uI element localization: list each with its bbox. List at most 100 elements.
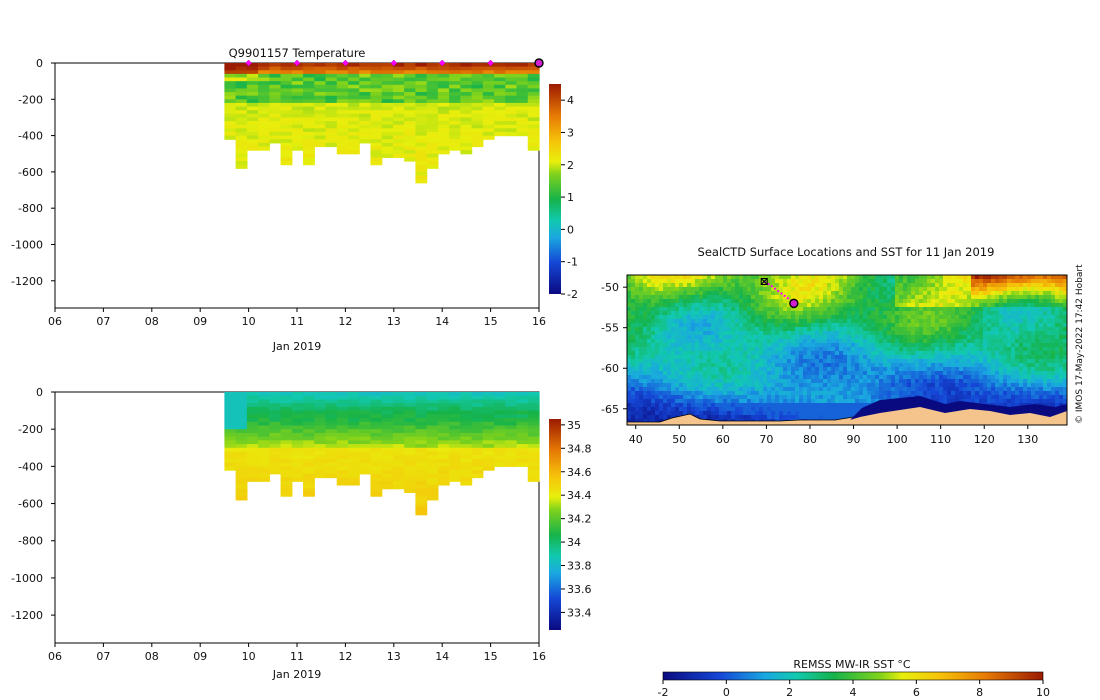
section-cell bbox=[460, 418, 473, 423]
sst-cell bbox=[807, 295, 812, 300]
sst-cell bbox=[1003, 359, 1008, 364]
sst-cell bbox=[1031, 327, 1036, 332]
section-cell bbox=[505, 392, 518, 397]
sst-cell bbox=[811, 279, 816, 284]
sst-cell bbox=[1055, 383, 1060, 388]
section-cell bbox=[258, 440, 270, 445]
sst-cell bbox=[771, 391, 776, 396]
sst-cell bbox=[755, 367, 760, 372]
sst-cell bbox=[739, 283, 744, 288]
section-cell bbox=[224, 124, 237, 129]
sst-cell bbox=[707, 359, 712, 364]
section-cell bbox=[314, 403, 327, 408]
section-cell bbox=[314, 142, 327, 148]
sst-cell bbox=[1003, 291, 1008, 296]
section-cell bbox=[527, 418, 540, 423]
section-cell bbox=[460, 142, 473, 148]
sst-cell bbox=[1047, 319, 1052, 324]
sst-cell bbox=[751, 315, 756, 320]
sst-cell bbox=[891, 315, 896, 320]
sst-cell bbox=[723, 371, 728, 376]
sst-cell bbox=[875, 395, 880, 400]
sst-cell bbox=[727, 291, 732, 296]
section-cell bbox=[347, 473, 360, 479]
sst-cell bbox=[1043, 275, 1048, 280]
section-cell bbox=[482, 421, 495, 427]
sst-cell bbox=[711, 391, 716, 396]
section-cell bbox=[370, 492, 383, 497]
section-cell bbox=[224, 414, 237, 419]
sst-cell bbox=[867, 371, 872, 376]
sst-cell bbox=[903, 327, 908, 332]
section-cell bbox=[359, 414, 372, 419]
section-cell bbox=[235, 418, 248, 423]
sst-cell bbox=[951, 355, 956, 360]
sst-cell bbox=[759, 391, 764, 396]
section-cell bbox=[359, 139, 372, 144]
sst-cell bbox=[939, 275, 944, 280]
sst-cell bbox=[999, 383, 1004, 388]
sst-cell bbox=[731, 279, 736, 284]
sst-cell bbox=[655, 287, 660, 292]
sst-cell bbox=[655, 335, 660, 340]
section-cell bbox=[471, 135, 484, 140]
sst-cell bbox=[771, 371, 776, 376]
sst-cell bbox=[931, 367, 936, 372]
section-cell bbox=[359, 399, 372, 404]
section-cell bbox=[494, 73, 506, 79]
sst-cell bbox=[679, 279, 684, 284]
sst-cell bbox=[839, 287, 844, 292]
sst-cell bbox=[947, 319, 952, 324]
sst-cell bbox=[835, 395, 840, 400]
sst-cell bbox=[971, 371, 976, 376]
sst-cell bbox=[675, 383, 680, 388]
sst-cell bbox=[1055, 275, 1060, 280]
section-cell bbox=[437, 99, 450, 104]
section-cell bbox=[246, 458, 259, 464]
sst-cell bbox=[1051, 275, 1056, 280]
section-cell bbox=[336, 110, 349, 115]
section-cell bbox=[280, 447, 293, 453]
sst-cell bbox=[783, 323, 788, 328]
section-cell bbox=[336, 403, 349, 408]
sst-cell bbox=[667, 399, 672, 404]
sst-cell bbox=[691, 307, 696, 312]
section-cell bbox=[370, 117, 383, 122]
sst-cell bbox=[939, 351, 944, 356]
section-cell bbox=[246, 92, 259, 97]
sst-cell bbox=[967, 375, 972, 380]
sst-cell bbox=[675, 327, 680, 332]
sst-cell bbox=[827, 399, 832, 404]
section-cell bbox=[280, 135, 293, 140]
sst-cell bbox=[915, 339, 920, 344]
sst-cell bbox=[1003, 395, 1008, 400]
sst-cell bbox=[735, 323, 740, 328]
section-cell bbox=[269, 425, 282, 430]
sst-cell bbox=[883, 307, 888, 312]
sst-cell bbox=[727, 295, 732, 300]
sst-cell bbox=[883, 339, 888, 344]
sst-cell bbox=[675, 335, 680, 340]
sst-cell bbox=[1007, 299, 1012, 304]
sst-cell bbox=[631, 343, 636, 348]
section-cell bbox=[336, 92, 349, 97]
sst-cell bbox=[683, 383, 688, 388]
sst-cell bbox=[695, 375, 700, 380]
section-cell bbox=[381, 484, 394, 490]
sst-cell bbox=[675, 331, 680, 336]
sst-cell bbox=[815, 327, 820, 332]
section-cell bbox=[347, 432, 360, 438]
sst-cell bbox=[775, 363, 780, 368]
section-cell bbox=[280, 458, 293, 464]
sst-cell bbox=[655, 295, 660, 300]
sst-cell bbox=[867, 347, 872, 352]
section-cell bbox=[505, 414, 518, 419]
section-cell bbox=[426, 410, 439, 415]
section-cell bbox=[258, 131, 270, 137]
sst-cell bbox=[835, 283, 840, 288]
sst-cell bbox=[667, 363, 672, 368]
sst-cell bbox=[863, 355, 868, 360]
section-cell bbox=[269, 81, 282, 86]
sst-cell bbox=[871, 387, 876, 392]
sst-cell bbox=[931, 303, 936, 308]
